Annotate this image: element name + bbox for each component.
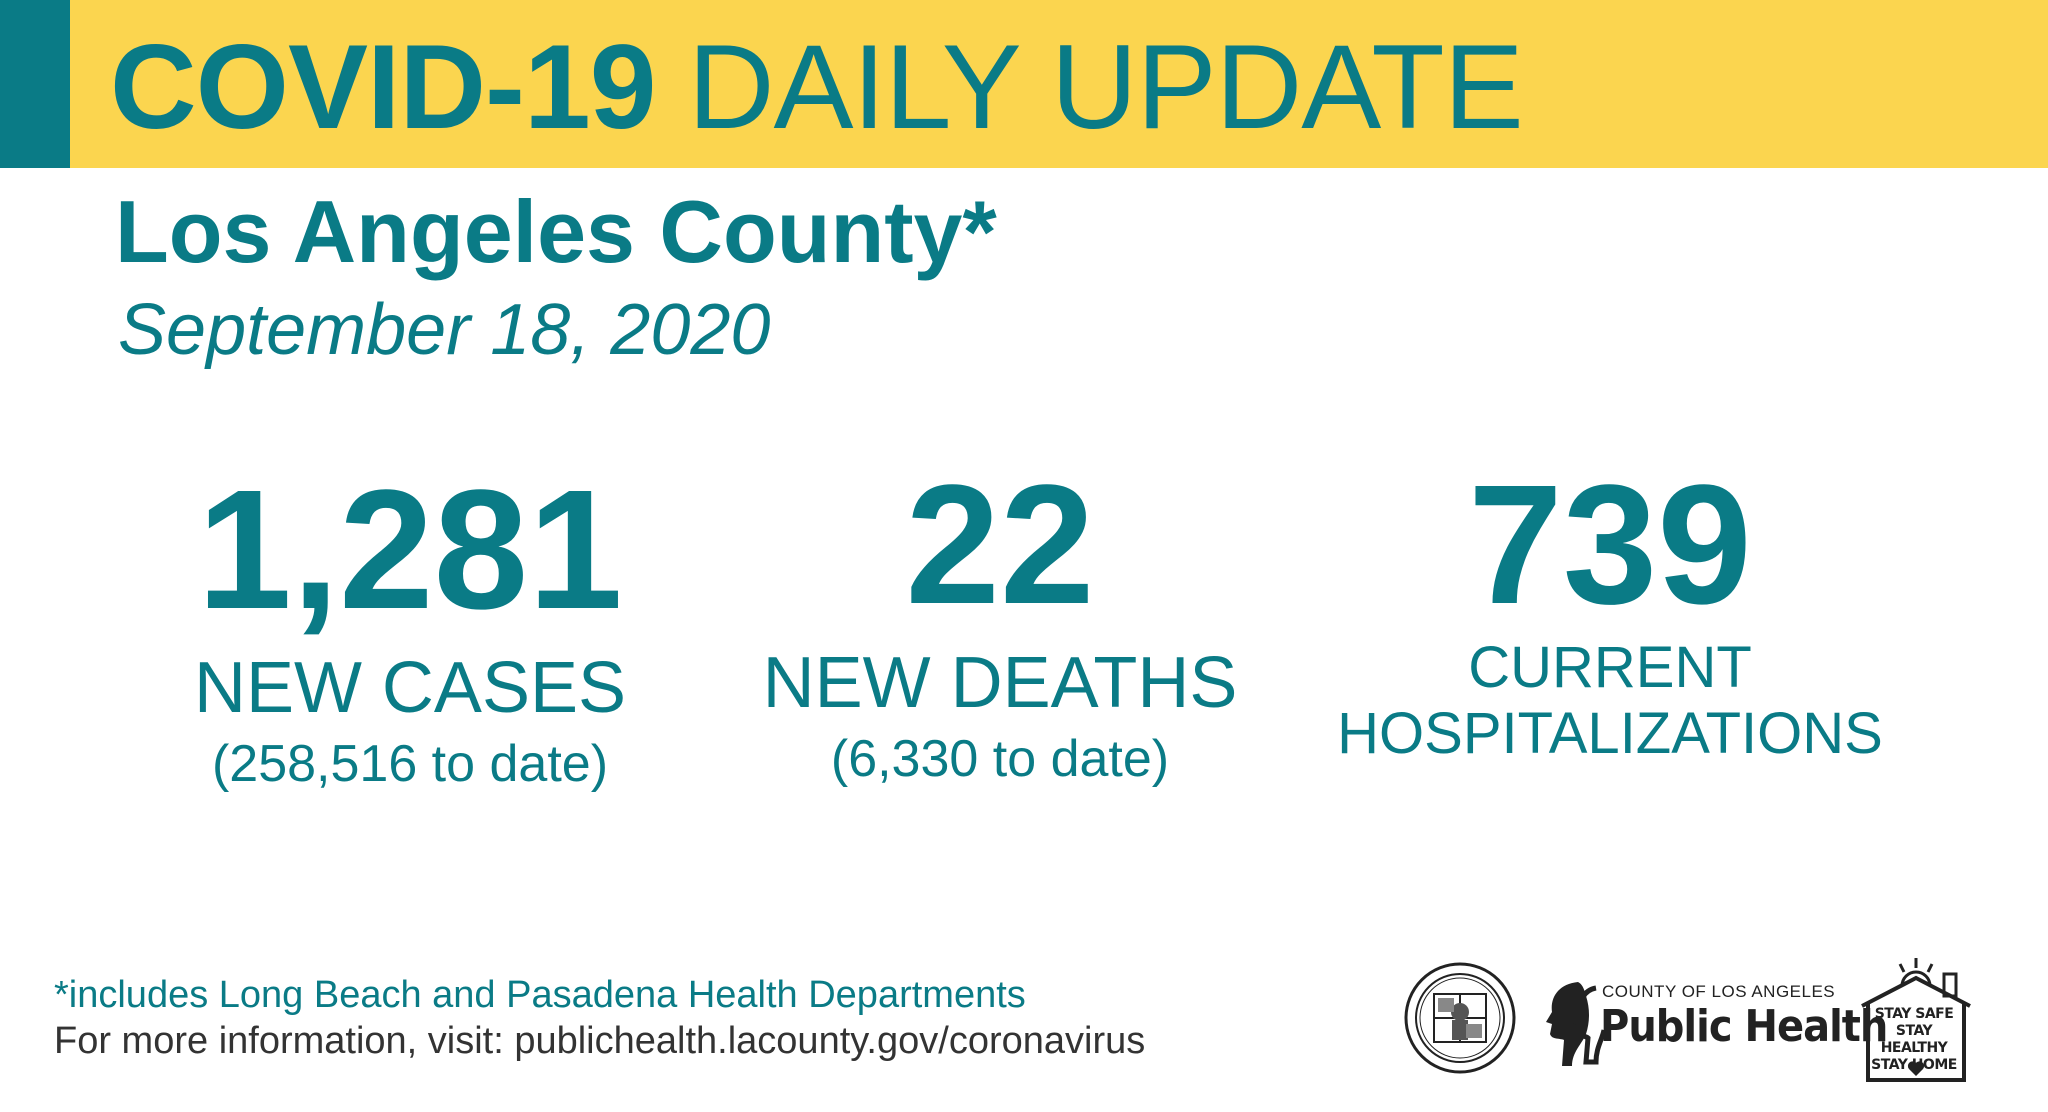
- county-seal-icon: [1404, 962, 1516, 1074]
- info-link-text[interactable]: For more information, visit: publichealt…: [54, 1020, 1146, 1062]
- region-title: Los Angeles County*: [115, 182, 997, 281]
- header-banner: [0, 0, 2048, 168]
- page-title: COVID-19 DAILY UPDATE: [110, 20, 1524, 154]
- new-cases-value: 1,281: [197, 455, 623, 645]
- header-accent-bar: [0, 0, 70, 168]
- new-deaths-label: NEW DEATHS: [762, 643, 1238, 723]
- cases-to-date: (258,516 to date): [211, 735, 609, 793]
- title-bold: COVID-19: [110, 20, 656, 154]
- stat-new-deaths: 22 NEW DEATHS (6,330 to date): [740, 455, 1260, 791]
- stay-safe-text: STAY SAFE STAY HEALTHY STAY HOME: [1864, 1006, 1964, 1074]
- profile-silhouettes-icon: [1546, 982, 1607, 1066]
- stay-healthy-line: STAY HEALTHY: [1880, 1023, 1948, 1056]
- public-health-logo: COUNTY OF LOS ANGELES Public Health: [1538, 978, 1888, 1068]
- stay-home-line: STAY HOME: [1871, 1057, 1957, 1073]
- stay-safe-line: STAY SAFE: [1874, 1006, 1954, 1022]
- new-deaths-value: 22: [905, 450, 1095, 640]
- public-health-county-text: COUNTY OF LOS ANGELES: [1602, 982, 1836, 1001]
- title-light: DAILY UPDATE: [687, 20, 1524, 154]
- stat-hospitalizations: 739 CURRENT HOSPITALIZATIONS: [1330, 455, 1890, 767]
- deaths-to-date: (6,330 to date): [830, 730, 1170, 788]
- public-health-title-text: Public Health: [1600, 1002, 1888, 1052]
- new-cases-label: NEW CASES: [193, 648, 627, 728]
- report-date: September 18, 2020: [118, 290, 771, 370]
- hospitalizations-value: 739: [1468, 450, 1752, 640]
- logo-row: COUNTY OF LOS ANGELES Public Health STAY…: [1400, 950, 2020, 1090]
- hospitalizations-label-line1: CURRENT: [1468, 635, 1752, 700]
- footnote: *includes Long Beach and Pasadena Health…: [54, 974, 1026, 1016]
- hospitalizations-label-line2: HOSPITALIZATIONS: [1337, 701, 1883, 766]
- stay-safe-logo: STAY SAFE STAY HEALTHY STAY HOME: [1856, 954, 1976, 1086]
- stat-new-cases: 1,281 NEW CASES (258,516 to date): [150, 460, 670, 796]
- house-outline-icon: [1861, 958, 1971, 1082]
